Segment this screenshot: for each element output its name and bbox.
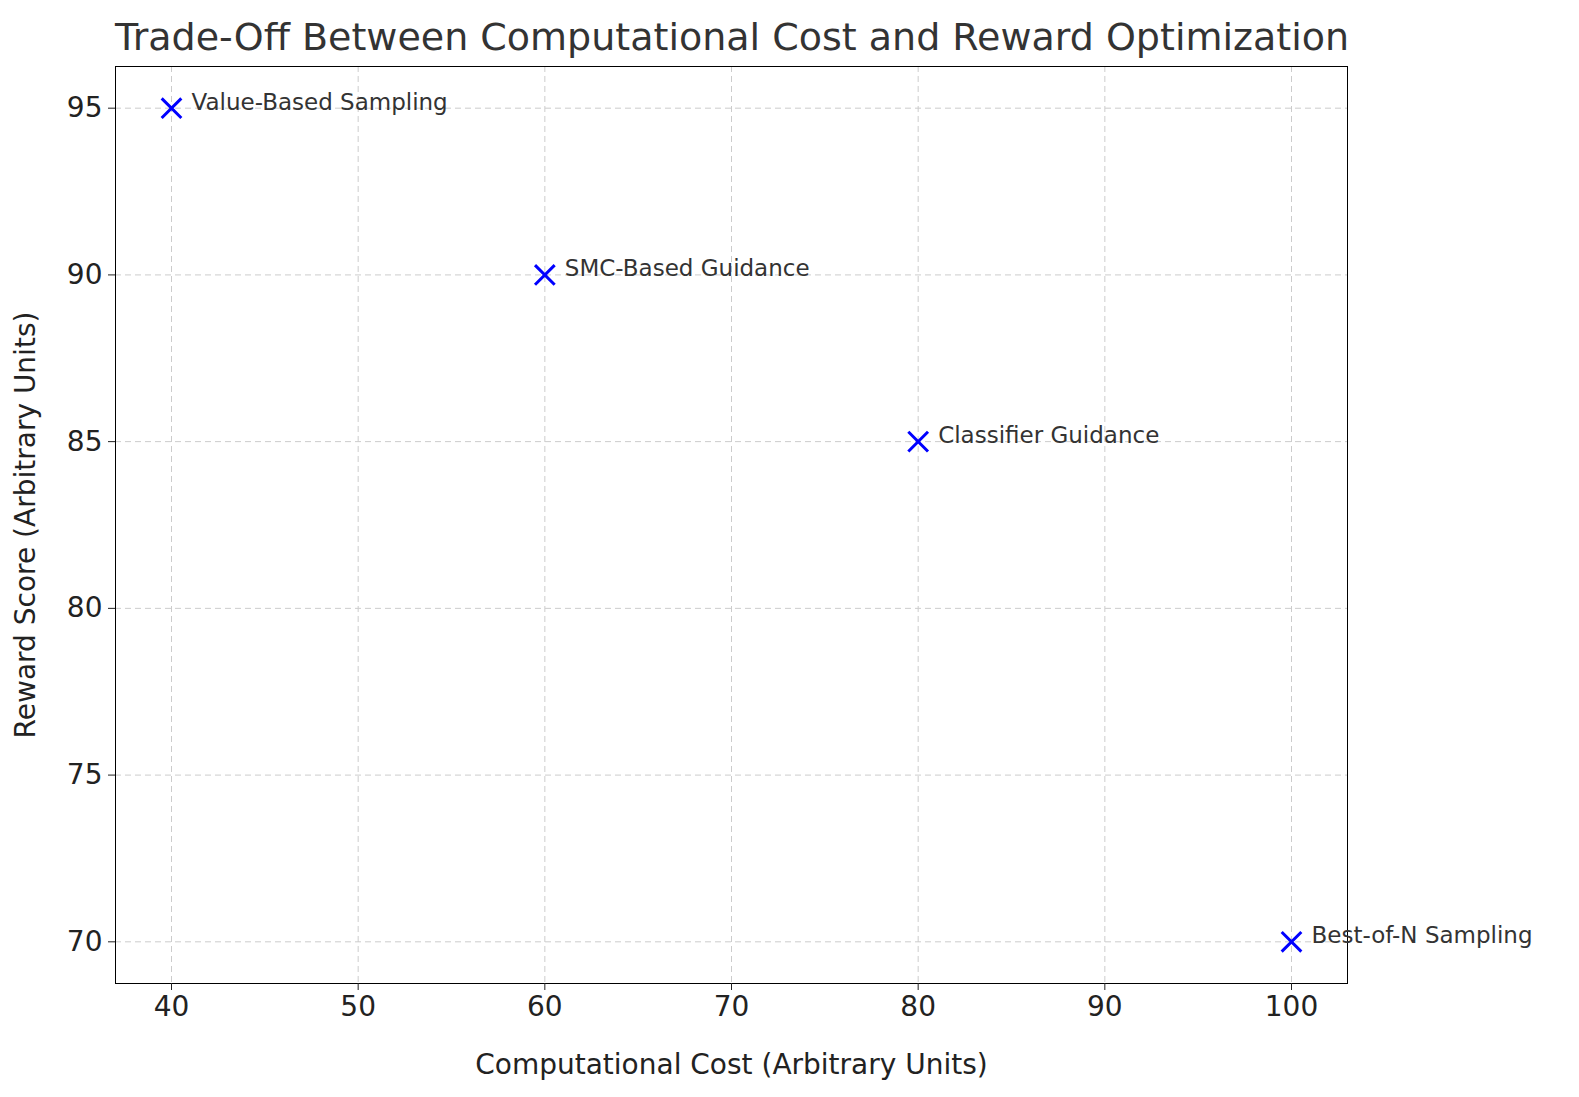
svg-text:Reward Score (Arbitrary Units): Reward Score (Arbitrary Units) [9,312,42,739]
svg-text:90: 90 [67,258,103,291]
svg-text:80: 80 [900,990,936,1023]
svg-text:95: 95 [67,91,103,124]
svg-text:Classifier Guidance: Classifier Guidance [938,422,1159,448]
svg-text:80: 80 [67,591,103,624]
svg-text:90: 90 [1087,990,1123,1023]
svg-text:Value-Based Sampling: Value-Based Sampling [192,89,448,115]
svg-text:100: 100 [1265,990,1318,1023]
html-text:Trade-Off Between Computationa: Trade-Off Between Computational Cost and… [115,15,1349,59]
svg-text:SMC-Based Guidance: SMC-Based Guidance [565,255,810,281]
svg-text:Computational Cost (Arbitrary: Computational Cost (Arbitrary Units) [475,1048,988,1081]
svg-text:40: 40 [154,990,190,1023]
svg-text:75: 75 [67,758,103,791]
svg-text:85: 85 [67,425,103,458]
svg-text:50: 50 [340,990,376,1023]
svg-text:60: 60 [527,990,563,1023]
svg-text:70: 70 [67,925,103,958]
svg-text:70: 70 [714,990,750,1023]
svg-text:Best-of-N Sampling: Best-of-N Sampling [1312,922,1533,948]
